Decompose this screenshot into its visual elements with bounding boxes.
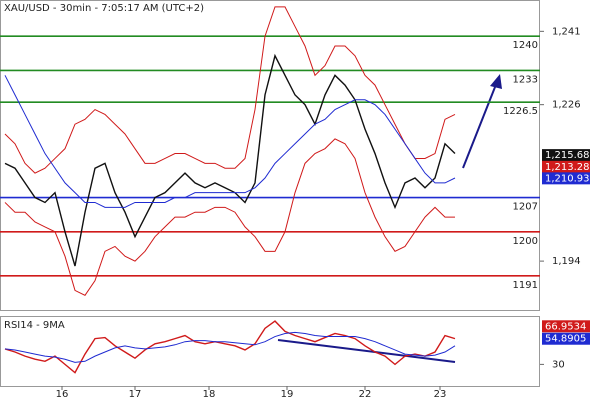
price-tag [542, 172, 590, 185]
level-label: 1200 [513, 236, 538, 247]
series-line [4, 6, 456, 174]
x-tick-label: 16 [56, 389, 69, 400]
price-tag-label: 66.9534 [545, 321, 586, 332]
level-label: 1233 [513, 74, 538, 85]
series-line [4, 75, 456, 208]
series-line [4, 138, 455, 296]
level-label: 1240 [513, 40, 538, 51]
price-tag [542, 332, 590, 345]
price-tag-label: 1,213.28 [545, 162, 590, 173]
price-tag-label: 54.8905 [545, 334, 586, 345]
price-tag [542, 149, 590, 162]
rsi-frame [0, 316, 540, 387]
y-tick-label: 30 [552, 359, 565, 370]
y-tick-label: 1,241 [552, 26, 581, 37]
rsi-trendline [277, 339, 456, 363]
arrow-head [490, 74, 502, 89]
level-label: 1191 [513, 280, 538, 291]
x-tick-label: 22 [359, 389, 372, 400]
series-line [4, 320, 456, 374]
rsi-title: RSI14 - 9MA [4, 320, 65, 331]
price-tag-label: 1,215.68 [545, 150, 590, 161]
price-tag-label: 1,210.93 [545, 173, 590, 184]
x-tick-label: 19 [281, 389, 294, 400]
y-tick-label: 1,226 [552, 100, 581, 111]
level-label: 1226.5 [503, 106, 538, 117]
series-line [4, 331, 456, 363]
series-line [4, 53, 456, 267]
price-frame [0, 0, 540, 311]
projection-arrow [462, 81, 498, 169]
x-tick-label: 17 [129, 389, 142, 400]
x-tick-label: 23 [434, 389, 447, 400]
level-label: 1207 [513, 202, 538, 213]
y-tick-label: 1,194 [552, 256, 581, 267]
x-tick-label: 18 [203, 389, 216, 400]
price-tag [542, 160, 590, 173]
price-tag [542, 320, 590, 333]
chart-title: XAU/USD - 30min - 7:05:17 AM (UTC+2) [4, 3, 204, 14]
